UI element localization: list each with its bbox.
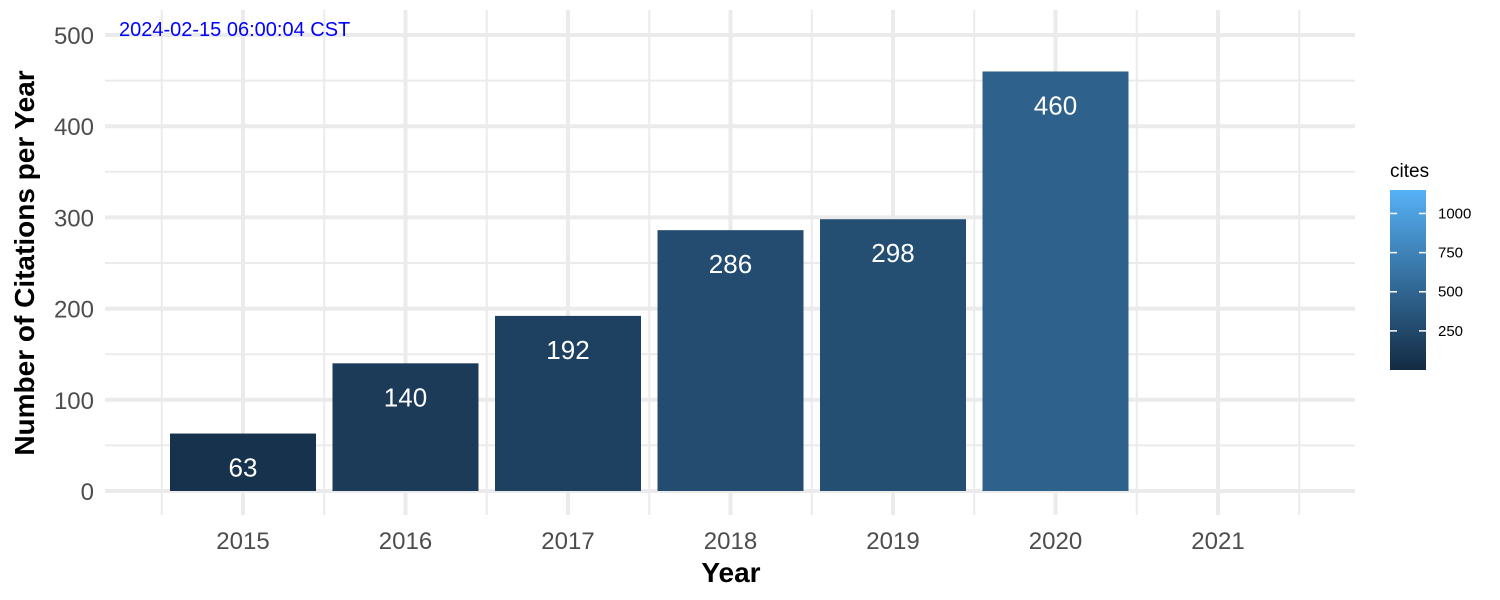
y-tick-label-500: 500 — [54, 23, 94, 50]
bar-label-2018: 286 — [709, 249, 752, 279]
y-tick-label-400: 400 — [54, 114, 94, 141]
legend-tick-label-500: 500 — [1438, 284, 1463, 301]
y-axis-tick-labels: 0 100 200 300 400 500 — [54, 23, 94, 506]
x-tick-label-2020: 2020 — [1029, 528, 1082, 555]
x-tick-label-2018: 2018 — [704, 528, 757, 555]
y-axis-title: Number of Citations per Year — [9, 70, 40, 455]
legend-tick-label-750: 750 — [1438, 245, 1463, 262]
timestamp-annotation: 2024-02-15 06:00:04 CST — [119, 19, 350, 41]
bar-2019 — [820, 219, 966, 491]
bar-2020 — [982, 71, 1129, 491]
legend-colorbar — [1390, 190, 1426, 370]
color-legend: cites 250 500 750 1000 — [1390, 161, 1471, 370]
legend-title: cites — [1390, 161, 1429, 182]
legend-tick-label-1000: 1000 — [1438, 205, 1471, 222]
y-tick-label-300: 300 — [54, 205, 94, 232]
y-tick-label-200: 200 — [54, 297, 94, 324]
bar-2018 — [657, 230, 804, 491]
bar-2016 — [332, 363, 479, 491]
y-tick-label-100: 100 — [54, 388, 94, 415]
bar-label-2015: 63 — [229, 453, 258, 483]
x-tick-label-2017: 2017 — [541, 528, 594, 555]
bars — [170, 71, 1129, 491]
x-tick-label-2019: 2019 — [866, 528, 919, 555]
x-tick-label-2016: 2016 — [379, 528, 432, 555]
legend-ticks: 250 500 750 1000 — [1390, 205, 1471, 340]
x-axis-title: Year — [701, 557, 760, 588]
bar-label-2019: 298 — [871, 238, 914, 268]
x-tick-label-2021: 2021 — [1191, 528, 1244, 555]
bar-label-2020: 460 — [1034, 90, 1077, 120]
bar-2015 — [170, 433, 316, 491]
x-tick-label-2015: 2015 — [216, 528, 269, 555]
legend-tick-label-250: 250 — [1438, 323, 1463, 340]
bar-label-2017: 192 — [546, 335, 589, 365]
x-axis-tick-labels: 2015 2016 2017 2018 2019 2020 2021 — [216, 528, 1244, 555]
y-tick-label-0: 0 — [81, 479, 94, 506]
bar-2017 — [495, 315, 641, 491]
bar-labels: 63 140 192 286 298 460 — [229, 90, 1078, 482]
bar-label-2016: 140 — [384, 382, 427, 412]
